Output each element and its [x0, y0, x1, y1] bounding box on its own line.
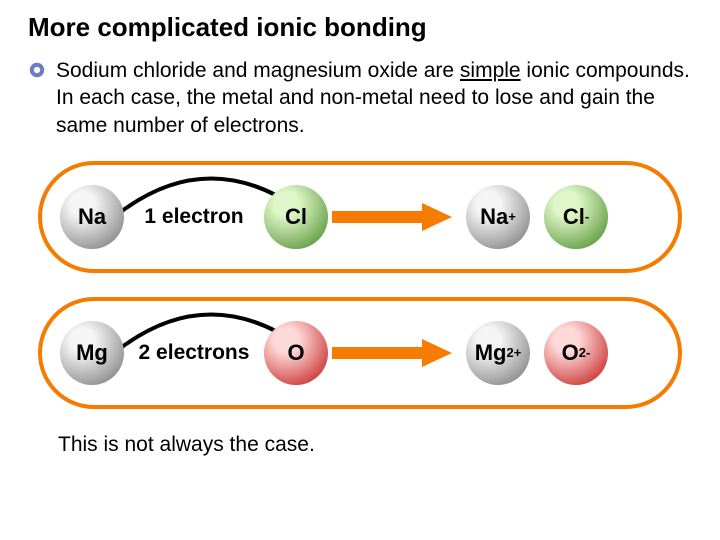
slide-title: More complicated ionic bonding	[28, 12, 692, 43]
result-arrow-icon	[332, 203, 452, 231]
intro-underlined: simple	[460, 59, 521, 82]
transfer-label: 2 electrons	[139, 341, 250, 365]
cation-atom: Na+	[466, 185, 530, 249]
transfer-label: 1 electron	[144, 205, 243, 229]
anion-atom: Cl-	[544, 185, 608, 249]
metal-atom: Mg	[60, 321, 124, 385]
cation-atom: Mg2+	[466, 321, 530, 385]
nonmetal-atom: Cl	[264, 185, 328, 249]
footer-text: This is not always the case.	[58, 433, 692, 457]
reaction-row-0: Na 1 electron Cl Na+Cl-	[38, 161, 682, 273]
metal-atom: Na	[60, 185, 124, 249]
intro-pre: Sodium chloride and magnesium oxide are	[56, 59, 460, 82]
anion-atom: O2-	[544, 321, 608, 385]
bullet-paragraph: Sodium chloride and magnesium oxide are …	[28, 57, 692, 139]
result-arrow-icon	[332, 339, 452, 367]
bullet-icon	[28, 61, 46, 79]
nonmetal-atom: O	[264, 321, 328, 385]
intro-text: Sodium chloride and magnesium oxide are …	[56, 57, 692, 139]
reaction-row-1: Mg 2 electrons O Mg2+O2-	[38, 297, 682, 409]
